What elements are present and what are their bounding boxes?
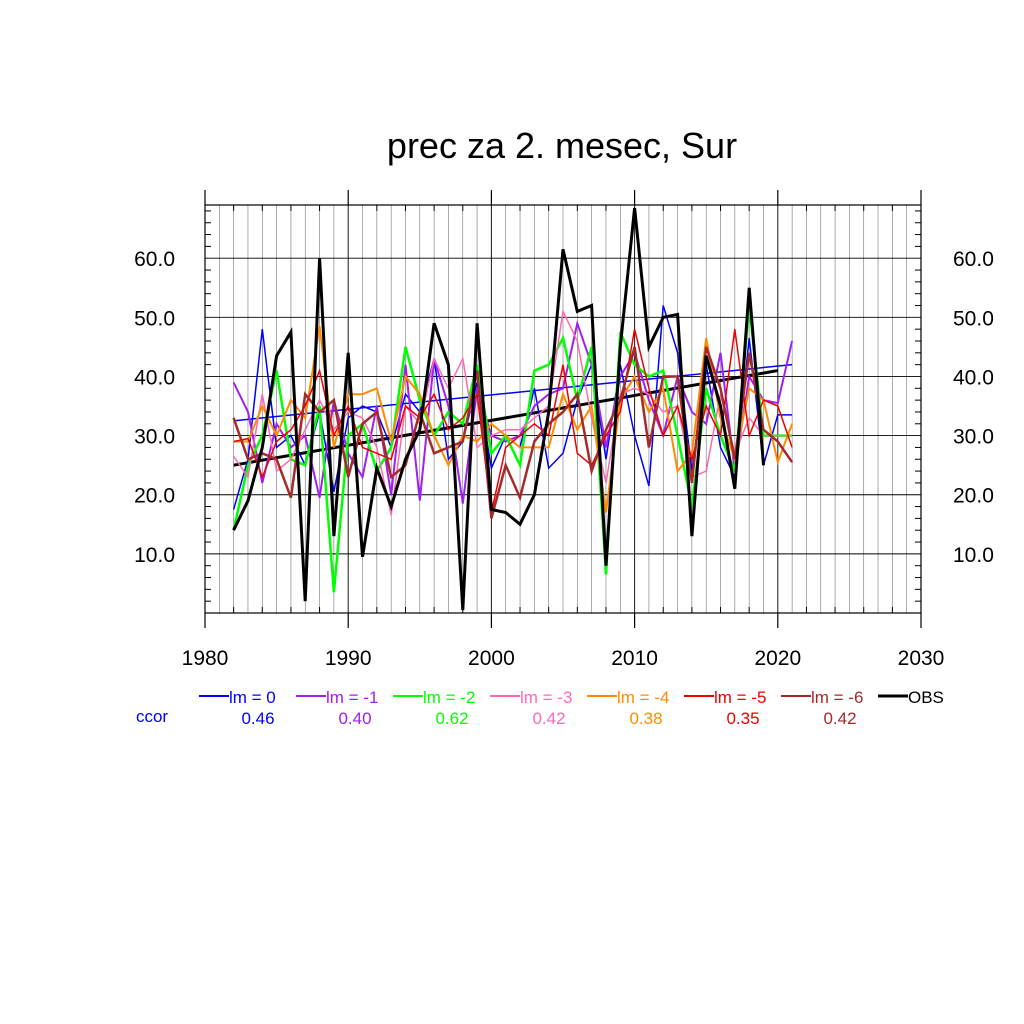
axis-ticks: 1980 1990 2000 2010 2020 2030 10.0 10.0 20.0 20.0… (134, 190, 994, 670)
y-tick-label-right: 40.0 (953, 366, 994, 389)
legend-ccor-value: 0.46 (241, 709, 274, 728)
y-tick-label-right: 30.0 (953, 426, 994, 449)
legend-ccor-value: 0.38 (629, 709, 662, 728)
legend-label: lm = -1 (326, 688, 378, 707)
legend-label: lm = -3 (520, 688, 572, 707)
legend-label: lm = 0 (229, 688, 276, 707)
y-tick-label-right: 50.0 (953, 307, 994, 330)
legend: lm = 0 0.46 lm = -1 0.40 lm = -2 0.62 lm = -3 0… (199, 688, 944, 728)
legend-label: OBS (908, 688, 944, 707)
y-tick-label-right: 20.0 (953, 485, 994, 508)
legend-ccor-value: 0.62 (435, 709, 468, 728)
legend-label: lm = -6 (811, 688, 863, 707)
series-lines (232, 207, 794, 611)
y-tick-label-left: 60.0 (134, 248, 175, 271)
x-tick-label: 2000 (468, 647, 515, 670)
x-tick-label: 2030 (898, 647, 945, 670)
y-tick-label-left: 50.0 (134, 307, 175, 330)
legend-ccor-value: 0.40 (338, 709, 371, 728)
y-tick-label-left: 20.0 (134, 485, 175, 508)
trend-line (233, 369, 779, 467)
y-tick-label-left: 40.0 (134, 366, 175, 389)
legend-ccor-value: 0.42 (532, 709, 565, 728)
y-tick-label-right: 10.0 (953, 544, 994, 567)
legend-ccor-value: 0.35 (726, 709, 759, 728)
y-tick-label-right: 60.0 (953, 248, 994, 271)
chart-title: prec za 2. mesec, Sur (387, 125, 737, 166)
y-tick-label-left: 30.0 (134, 426, 175, 449)
x-tick-label: 1990 (325, 647, 372, 670)
y-tick-label-left: 10.0 (134, 544, 175, 567)
plot-frame (204, 204, 922, 614)
x-tick-label: 2010 (611, 647, 658, 670)
plot-border (204, 204, 922, 614)
legend-label: lm = -5 (714, 688, 766, 707)
legend-label: lm = -2 (423, 688, 475, 707)
series-line (232, 207, 765, 611)
x-tick-label: 1980 (182, 647, 229, 670)
legend-label: lm = -4 (617, 688, 669, 707)
legend-ccor-value: 0.42 (823, 709, 856, 728)
x-tick-label: 2020 (754, 647, 801, 670)
ccor-row-label: ccor (136, 707, 168, 726)
